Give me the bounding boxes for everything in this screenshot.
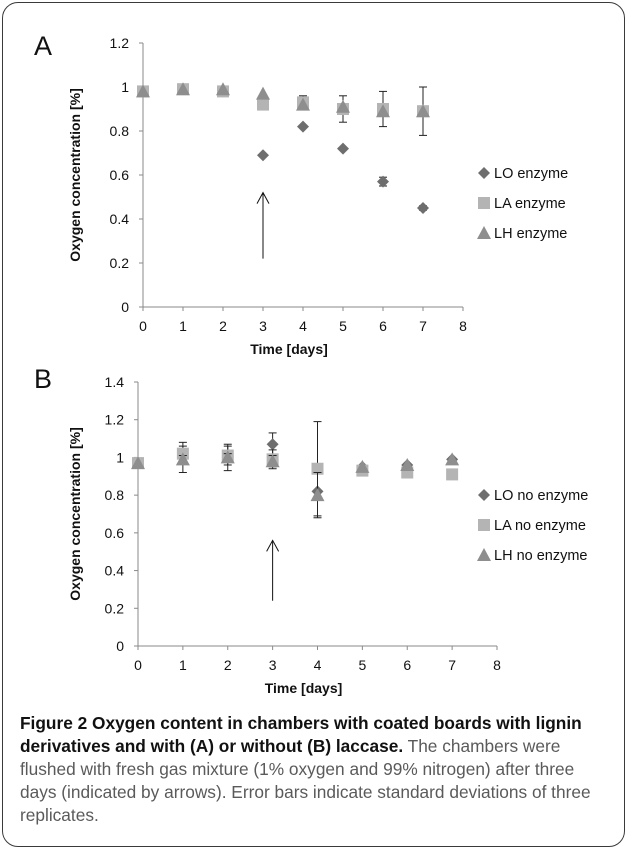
x-axis-title: Time [days] xyxy=(250,341,328,357)
y-tick-label: 1.4 xyxy=(105,374,125,390)
diamond-data-point xyxy=(266,438,279,451)
diamond-data-point xyxy=(257,149,269,162)
diamond-data-point xyxy=(297,120,309,133)
x-tick-label: 2 xyxy=(224,657,232,673)
x-tick-label: 7 xyxy=(419,318,427,334)
diamond-data-point xyxy=(377,175,389,188)
triangle-data-point xyxy=(176,82,190,96)
triangle-data-point xyxy=(310,488,325,502)
x-tick-label: 6 xyxy=(403,657,411,673)
x-tick-label: 7 xyxy=(448,657,456,673)
triangle-data-point xyxy=(175,452,190,466)
triangle-data-point xyxy=(216,82,230,96)
legend-label: LA enzyme xyxy=(494,196,566,212)
x-tick-label: 0 xyxy=(139,318,147,334)
y-tick-label: 0.2 xyxy=(110,255,130,271)
flush-arrow-head xyxy=(266,539,280,552)
square-data-point xyxy=(446,468,459,481)
y-tick-label: 0.4 xyxy=(105,563,125,579)
y-tick-label: 1 xyxy=(121,79,129,95)
triangle-data-point xyxy=(376,104,390,118)
triangle-data-point xyxy=(265,454,280,468)
triangle-data-point xyxy=(336,99,350,113)
triangle-data-point xyxy=(136,84,150,98)
legend-label: LH no enzyme xyxy=(494,548,588,564)
triangle-data-point xyxy=(220,450,235,464)
x-tick-label: 0 xyxy=(134,657,142,673)
legend-square-marker xyxy=(478,519,490,531)
y-axis-title: Oxygen concentration [%] xyxy=(67,88,83,261)
diamond-data-point xyxy=(337,142,349,155)
panel-b-letter: B xyxy=(34,364,52,394)
y-tick-label: 0.6 xyxy=(105,525,125,541)
triangle-data-point xyxy=(355,459,370,473)
y-tick-label: 0.4 xyxy=(110,211,130,227)
legend-label: LH enzyme xyxy=(494,226,567,242)
y-tick-label: 0.6 xyxy=(110,167,130,183)
y-axis-title: Oxygen concentration [%] xyxy=(67,427,83,600)
x-tick-label: 5 xyxy=(358,657,366,673)
y-tick-label: 0.2 xyxy=(105,600,125,616)
x-tick-label: 6 xyxy=(379,318,387,334)
figure-caption: Figure 2 Oxygen content in chambers with… xyxy=(20,712,612,827)
caption-body: The chambers were flushed with fresh gas… xyxy=(20,736,591,825)
panel-b: B 0 0.2 0.4 0.6 0.8 1 1.2 1.4 0 1 2 3 4 5 6 7 8 Time [day… xyxy=(34,364,588,696)
x-tick-label: 5 xyxy=(339,318,347,334)
x-tick-label: 2 xyxy=(219,318,227,334)
legend-square-marker xyxy=(478,197,490,209)
x-tick-label: 3 xyxy=(269,657,277,673)
legend-triangle-marker xyxy=(477,226,491,239)
triangle-data-point xyxy=(256,86,270,100)
x-tick-label: 8 xyxy=(493,657,501,673)
y-tick-label: 1 xyxy=(116,449,124,465)
legend-label: LO enzyme xyxy=(494,166,568,182)
x-tick-label: 4 xyxy=(299,318,307,334)
triangle-data-point xyxy=(296,97,310,111)
y-tick-label: 1.2 xyxy=(105,412,125,428)
x-tick-label: 3 xyxy=(259,318,267,334)
y-tick-label: 0.8 xyxy=(105,487,125,503)
flush-arrow-head xyxy=(256,191,270,204)
y-tick-label: 0 xyxy=(121,299,129,315)
diamond-data-point xyxy=(417,202,429,214)
triangle-data-point xyxy=(416,104,430,118)
x-tick-label: 1 xyxy=(179,318,187,334)
legend-diamond-marker xyxy=(478,167,490,179)
triangle-data-point xyxy=(400,457,415,471)
triangle-data-point xyxy=(445,452,460,466)
x-tick-label: 4 xyxy=(314,657,322,673)
panel-a-letter: A xyxy=(34,31,52,61)
y-tick-label: 0.8 xyxy=(110,123,130,139)
x-tick-label: 1 xyxy=(179,657,187,673)
caption-title: Figure 2 Oxygen content in chambers with… xyxy=(20,713,582,756)
square-data-point xyxy=(311,462,324,475)
legend-diamond-marker xyxy=(478,489,490,501)
legend-label: LA no enzyme xyxy=(494,518,586,534)
x-tick-label: 8 xyxy=(459,318,467,334)
triangle-data-point xyxy=(131,456,145,470)
legend-label: LO no enzyme xyxy=(494,488,588,504)
legend-triangle-marker xyxy=(477,548,491,561)
x-axis-title: Time [days] xyxy=(265,680,343,696)
y-tick-label: 1.2 xyxy=(110,35,130,51)
panel-a: A 0 0.2 0.4 0.6 0.8 1 1.2 0 1 2 3 4 5 6 7 8 Time [days] O… xyxy=(34,31,568,357)
square-data-point xyxy=(257,98,269,111)
y-tick-label: 0 xyxy=(116,638,124,654)
